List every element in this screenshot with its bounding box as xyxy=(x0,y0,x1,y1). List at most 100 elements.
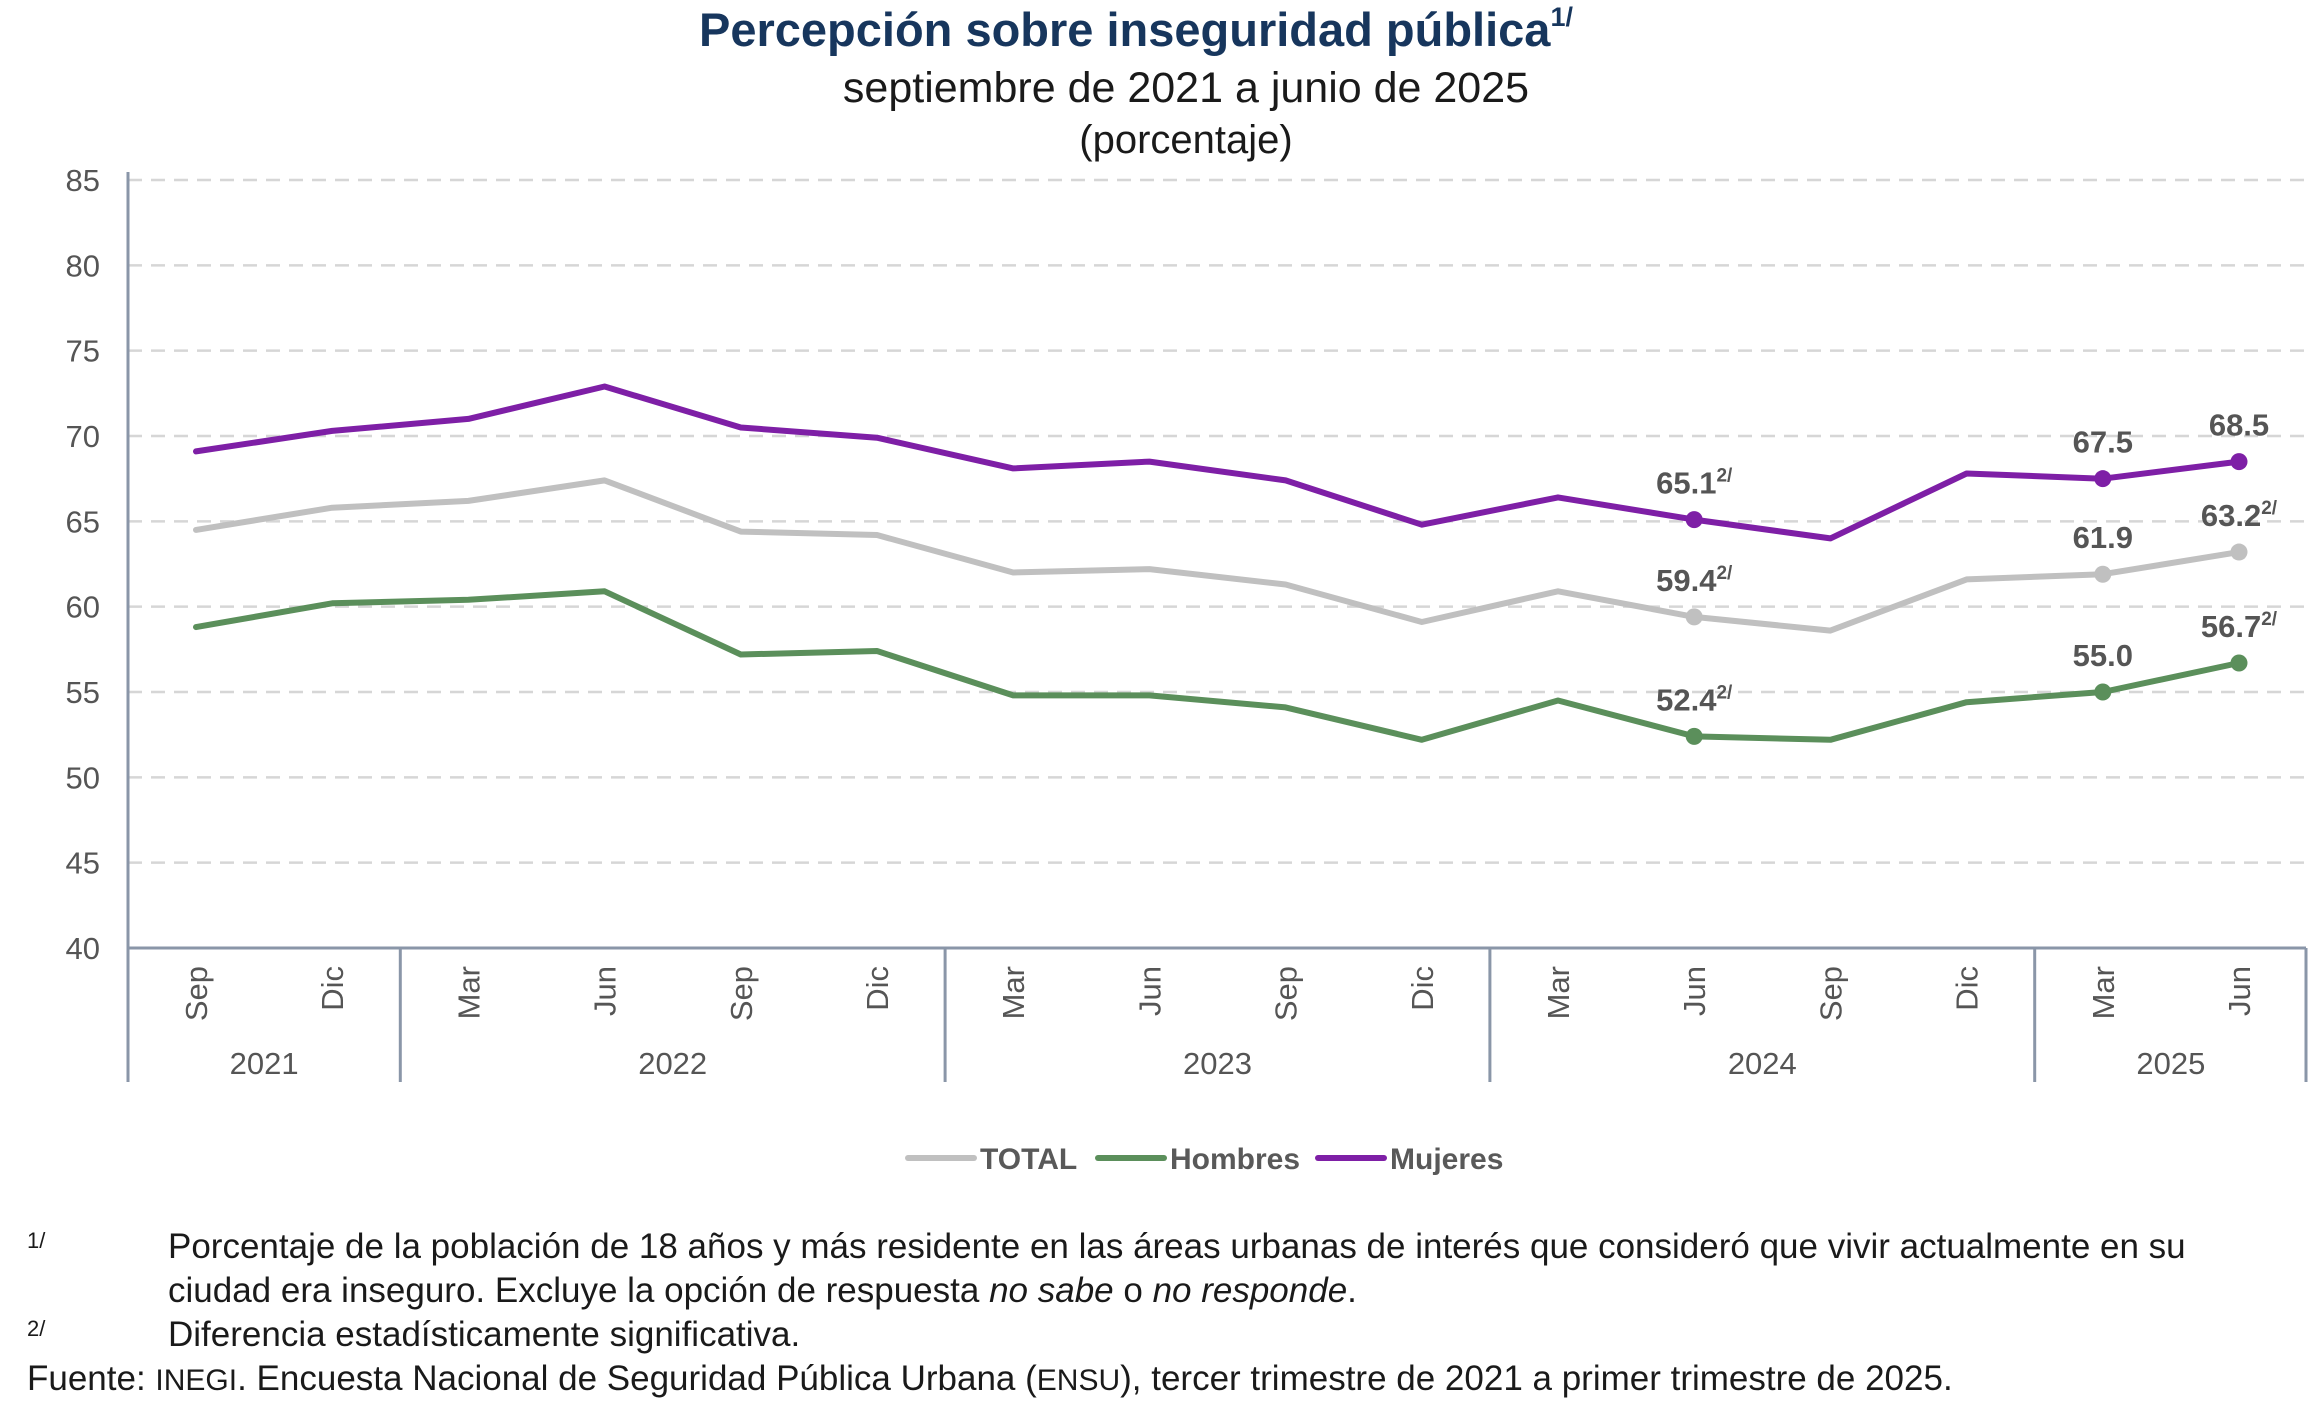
y-tick-label: 80 xyxy=(66,248,100,283)
x-tick-label: Sep xyxy=(1813,966,1848,1021)
x-tick-label: Sep xyxy=(1269,966,1304,1021)
footnote-1-mark: 1/ xyxy=(27,1228,46,1253)
data-label: 52.42/ xyxy=(1656,682,1733,717)
data-label-value: 65.1 xyxy=(1656,466,1716,501)
x-tick-label: Jun xyxy=(1677,966,1712,1016)
source-prefix: Fuente: xyxy=(27,1359,156,1398)
x-tick-label: Jun xyxy=(2222,966,2257,1016)
data-point-marker xyxy=(2094,565,2112,583)
data-label: 67.5 xyxy=(2073,425,2133,460)
data-point-marker xyxy=(2094,683,2112,701)
chart-title-text: Percepción sobre inseguridad pública xyxy=(699,3,1551,56)
line-chart: Percepción sobre inseguridad pública1/ s… xyxy=(66,2,2308,1176)
series-mujeres: 65.12/67.5 68.5 xyxy=(193,383,2269,542)
y-tick-label: 70 xyxy=(66,419,100,454)
data-label-note-mark: 2/ xyxy=(1716,682,1733,703)
legend-label-total: TOTAL xyxy=(980,1143,1077,1176)
data-label-value: 52.4 xyxy=(1656,682,1717,717)
series-line-total xyxy=(193,477,2242,634)
series-line-hombres xyxy=(193,588,2242,743)
data-label-note-mark: 2/ xyxy=(1716,466,1733,487)
data-point-marker xyxy=(2230,654,2248,672)
data-point-marker xyxy=(2230,543,2248,561)
data-label-value: 55.0 xyxy=(2073,638,2133,673)
x-tick-label: Dic xyxy=(1950,966,1985,1011)
data-point-marker xyxy=(2094,470,2112,488)
y-axis: 85 80 75 70 65 60 55 50 45 40 xyxy=(66,163,130,966)
source-inegi: INEGI xyxy=(155,1364,238,1397)
data-point-marker xyxy=(1685,727,1703,745)
data-point-marker xyxy=(1685,608,1703,626)
footnote-2-mark: 2/ xyxy=(27,1316,46,1341)
data-label-value: 63.2 xyxy=(2201,498,2261,533)
x-tick-label: Jun xyxy=(1132,966,1167,1016)
source-ensu: ENSU xyxy=(1036,1364,1121,1397)
footnote-1-body: Porcentaje de la población de 18 años y … xyxy=(168,1227,2186,1310)
x-tick-label: Mar xyxy=(2086,966,2121,1019)
data-label-value: 56.7 xyxy=(2201,609,2261,644)
footnote-1-or: o xyxy=(1113,1271,1153,1310)
data-point-marker xyxy=(1685,511,1703,529)
y-tick-label: 45 xyxy=(66,846,100,881)
x-tick-label: Sep xyxy=(179,966,214,1021)
data-label-note-mark: 2/ xyxy=(1716,563,1733,584)
legend-label-mujeres: Mujeres xyxy=(1390,1143,1503,1176)
data-label: 55.0 xyxy=(2073,638,2133,673)
series-line-mujeres xyxy=(193,383,2242,542)
chart-unit-label: (porcentaje) xyxy=(1079,118,1292,162)
x-tick-label: Dic xyxy=(1405,966,1440,1011)
y-tick-label: 55 xyxy=(66,675,100,710)
series-hombres: 52.42/55.056.72/ xyxy=(193,588,2278,745)
footnote-1-end: . xyxy=(1347,1271,1357,1310)
chart-title: Percepción sobre inseguridad pública1/ xyxy=(699,2,1573,56)
x-axis: Sep Dic Mar Jun Sep Dic Mar Jun Sep Dic Mar Jun Sep D… xyxy=(126,946,2308,1082)
y-tick-label: 60 xyxy=(66,590,100,625)
x-tick-label: Sep xyxy=(724,966,759,1021)
data-label-value: 59.4 xyxy=(1656,563,1717,598)
x-tick-label: Jun xyxy=(588,966,623,1016)
x-tick-label: Mar xyxy=(1541,966,1576,1019)
title-note-mark: 1/ xyxy=(1550,2,1573,32)
data-label-note-mark: 2/ xyxy=(2261,498,2278,519)
data-label: 63.22/ xyxy=(2201,498,2278,533)
x-tick-label: Dic xyxy=(315,966,350,1011)
data-label-value: 67.5 xyxy=(2073,425,2133,460)
y-tick-label: 65 xyxy=(66,504,100,539)
x-year-label: 2021 xyxy=(230,1046,299,1081)
source-survey: . Encuesta Nacional de Seguridad Pública… xyxy=(237,1359,1037,1398)
data-label: 68.5 xyxy=(2209,408,2269,443)
footnote-1-em-no-sabe: no sabe xyxy=(989,1271,1114,1310)
footnote-1-em-no-responde: no responde xyxy=(1152,1271,1348,1310)
legend: TOTAL Hombres Mujeres xyxy=(905,1143,1503,1176)
data-label-note-mark: 2/ xyxy=(2261,609,2278,630)
y-tick-label: 40 xyxy=(66,931,100,966)
data-label: 61.9 xyxy=(2073,520,2133,555)
grid-lines xyxy=(128,178,2306,864)
y-tick-label: 85 xyxy=(66,163,100,198)
x-tick-label: Mar xyxy=(451,966,486,1019)
x-year-label: 2025 xyxy=(2136,1046,2205,1081)
x-tick-label: Mar xyxy=(996,966,1031,1019)
source-period: ), tercer trimestre de 2021 a primer tri… xyxy=(1120,1359,1953,1398)
x-year-label: 2023 xyxy=(1183,1046,1252,1081)
data-label: 65.12/ xyxy=(1656,466,1733,501)
y-tick-label: 50 xyxy=(66,760,100,795)
data-label: 59.42/ xyxy=(1656,563,1733,598)
data-label-value: 61.9 xyxy=(2073,520,2133,555)
data-label: 56.72/ xyxy=(2201,609,2278,644)
data-point-marker xyxy=(2230,453,2248,471)
series-total: 59.42/61.963.22/ xyxy=(193,477,2278,634)
legend-label-hombres: Hombres xyxy=(1170,1143,1300,1176)
footnote-1-text: Porcentaje de la población de 18 años y … xyxy=(168,1225,2278,1313)
footnote-2-text: Diferencia estadísticamente significativ… xyxy=(168,1315,801,1354)
y-tick-label: 75 xyxy=(66,334,100,369)
series-layer: 59.42/61.963.22/52.42/55.056.72/65.12/67… xyxy=(193,383,2278,745)
chart-subtitle: septiembre de 2021 a junio de 2025 xyxy=(843,64,1529,112)
x-year-label: 2024 xyxy=(1728,1046,1797,1081)
footnote-1: 1/ Porcentaje de la población de 18 años… xyxy=(0,1225,2314,1313)
x-tick-label: Dic xyxy=(860,966,895,1011)
data-label-value: 68.5 xyxy=(2209,408,2269,443)
footnote-2: 2/ Diferencia estadísticamente significa… xyxy=(0,1313,2314,1357)
footnotes: 1/ Porcentaje de la población de 18 años… xyxy=(0,1225,2314,1403)
x-year-label: 2022 xyxy=(638,1046,707,1081)
